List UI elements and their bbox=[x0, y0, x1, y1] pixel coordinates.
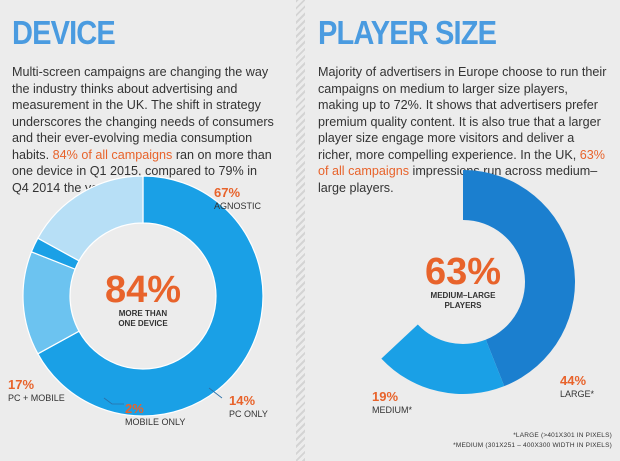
player-center-label-2: PLAYERS bbox=[444, 301, 482, 310]
device-center-value: 84% bbox=[105, 269, 181, 311]
player-slice-large bbox=[463, 170, 576, 387]
device-text-highlight: 84% of all campaigns bbox=[52, 147, 173, 162]
pc-mobile-pct-label: 17% bbox=[8, 377, 34, 392]
medium-pct-label: 19% bbox=[372, 389, 398, 404]
player-donut-slices bbox=[381, 170, 576, 395]
device-center-label-1: MORE THAN bbox=[119, 309, 168, 318]
mobile-only-pct-label: 2% bbox=[125, 401, 144, 416]
device-slice-pc-mobile bbox=[37, 175, 144, 262]
footnote-large: *LARGE (>401X301 IN PIXELS) bbox=[513, 432, 612, 439]
player-text-highlight: 63% of all campaigns bbox=[318, 147, 606, 179]
player-text-2: impressions run across medium–large play… bbox=[318, 164, 598, 195]
pc-only-category-label: PC ONLY bbox=[229, 409, 268, 419]
device-donut-slices bbox=[22, 175, 264, 417]
large-category-label: LARGE* bbox=[560, 389, 595, 399]
player-donut-hole bbox=[402, 221, 524, 343]
medium-category-label: MEDIUM* bbox=[372, 405, 412, 415]
device-center-label-2: ONE DEVICE bbox=[118, 319, 168, 328]
player-text-1: Majority of advertisers in Europe choose… bbox=[318, 65, 607, 162]
device-title: DEVICE bbox=[12, 14, 116, 51]
device-description: Multi-screen campaigns are changing the … bbox=[12, 64, 274, 196]
panel-divider bbox=[296, 0, 305, 461]
agnostic-category-label: AGNOSTIC bbox=[214, 201, 262, 211]
pc-only-leader-line bbox=[208, 387, 223, 399]
device-donut-hole bbox=[71, 224, 215, 368]
player-size-panel: PLAYER SIZE Majority of advertisers in E… bbox=[306, 0, 620, 461]
player-size-title: PLAYER SIZE bbox=[318, 14, 497, 51]
player-center-value: 63% bbox=[425, 251, 501, 293]
device-slice-agnostic bbox=[37, 175, 264, 417]
player-size-description: Majority of advertisers in Europe choose… bbox=[318, 64, 608, 196]
footnote-medium: *MEDIUM (301X251 – 400X300 WIDTH IN PIXE… bbox=[453, 442, 612, 449]
player-slice-medium bbox=[381, 324, 505, 395]
mobile-only-leader-line bbox=[103, 397, 124, 405]
device-panel: DEVICE Multi-screen campaigns are changi… bbox=[0, 0, 295, 461]
device-text-1: Multi-screen campaigns are changing the … bbox=[12, 65, 274, 162]
mobile-only-category-label: MOBILE ONLY bbox=[125, 417, 185, 427]
agnostic-pct-label: 67% bbox=[214, 185, 240, 200]
pc-only-pct-label: 14% bbox=[229, 393, 255, 408]
player-center-label-1: MEDIUM–LARGE bbox=[431, 291, 497, 300]
pc-mobile-category-label: PC + MOBILE bbox=[8, 393, 65, 403]
large-pct-label: 44% bbox=[560, 373, 586, 388]
device-text-2: ran on more than one device in Q1 2015, … bbox=[12, 147, 272, 195]
